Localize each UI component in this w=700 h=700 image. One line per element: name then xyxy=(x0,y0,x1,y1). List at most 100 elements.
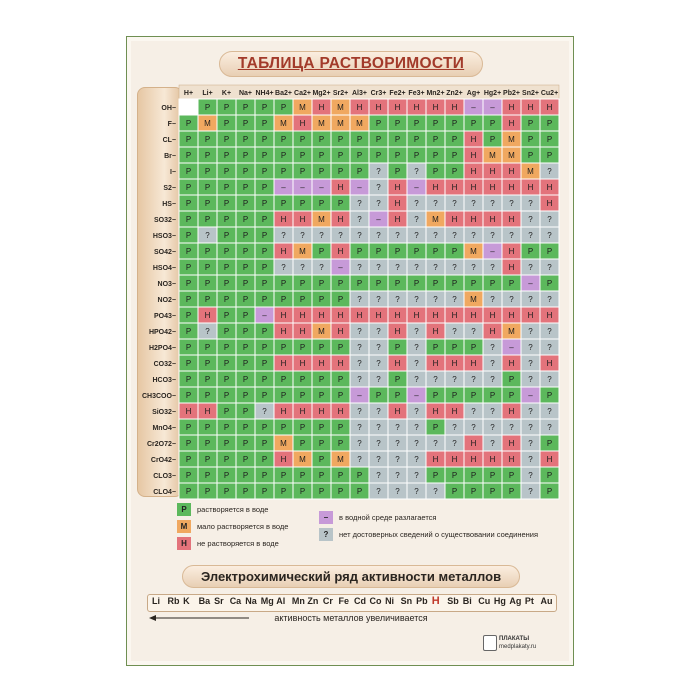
cell-value: Р xyxy=(452,343,457,352)
cell-value: Р xyxy=(300,423,305,432)
cell-value: Н xyxy=(433,359,439,368)
brand-site: medplakaty.ru xyxy=(499,644,537,650)
cell-value: Н xyxy=(338,183,344,192)
cell-value: Р xyxy=(186,167,191,176)
series-element: Au xyxy=(540,596,553,606)
anion-label: HPO42− xyxy=(149,329,176,336)
cell-value: ? xyxy=(357,263,362,272)
cell-value: ? xyxy=(357,327,362,336)
cell-value: ? xyxy=(528,487,533,496)
cell-value: Р xyxy=(471,391,476,400)
cell-value: ? xyxy=(452,327,457,336)
cell-value: ? xyxy=(490,343,495,352)
cell-value: Н xyxy=(509,359,515,368)
cell-value: М xyxy=(280,119,287,128)
cell-value: Н xyxy=(471,183,477,192)
anion-label: HCO3− xyxy=(152,377,176,384)
cation-label: Zn2+ xyxy=(446,90,463,97)
cell-value: Р xyxy=(471,119,476,128)
cell-value: – xyxy=(281,183,286,192)
cell-value: Р xyxy=(205,359,210,368)
cell-value: Р xyxy=(243,295,248,304)
cell-value: Р xyxy=(338,439,343,448)
cell-value: Р xyxy=(262,119,267,128)
cell-value: Р xyxy=(338,135,343,144)
cell-value: ? xyxy=(376,343,381,352)
cell-value: Р xyxy=(509,471,514,480)
cell-value: ? xyxy=(414,231,419,240)
cell-value: Р xyxy=(224,311,229,320)
series-title: Электрохимический ряд активности металло… xyxy=(181,565,521,588)
cell-value: ? xyxy=(471,407,476,416)
cell-value: ? xyxy=(528,455,533,464)
cell-value: Р xyxy=(528,151,533,160)
cell-value: Н xyxy=(300,215,306,224)
cell-value: Р xyxy=(338,279,343,288)
cell-value: ? xyxy=(357,295,362,304)
cell-value: Р xyxy=(376,135,381,144)
cell-value: Р xyxy=(395,343,400,352)
cation-label: Fe3+ xyxy=(408,90,424,97)
cell-value: ? xyxy=(414,487,419,496)
cell-value: Н xyxy=(471,359,477,368)
series-element: Pb xyxy=(416,596,428,606)
cell-value: Р xyxy=(205,343,210,352)
cell-value: Н xyxy=(281,327,287,336)
cell-value: Н xyxy=(471,151,477,160)
cell-value: Н xyxy=(300,359,306,368)
cell-value: Н xyxy=(509,311,515,320)
brand: ПЛАКАТЫ medplakaty.ru xyxy=(483,635,537,651)
series-element: Co xyxy=(369,596,382,606)
series-element: Sn xyxy=(400,596,413,606)
cell-value: ? xyxy=(376,407,381,416)
cell-value: Р xyxy=(205,103,210,112)
cell-value: М xyxy=(204,119,211,128)
cell-value: Р xyxy=(224,167,229,176)
series-element: Li xyxy=(152,596,160,606)
cell-value: Н xyxy=(471,135,477,144)
series-element: Ni xyxy=(385,596,395,606)
cell-value: Н xyxy=(509,263,515,272)
series-element: Fe xyxy=(338,596,349,606)
cell-value: Р xyxy=(224,359,229,368)
cell-value: Н xyxy=(205,407,211,416)
cell-value: Р xyxy=(357,279,362,288)
anion-label: S2− xyxy=(163,185,176,192)
cell-value: Р xyxy=(490,487,495,496)
cell-value: Н xyxy=(205,311,211,320)
anion-label: H2PO4− xyxy=(149,345,176,352)
cell-value: Р xyxy=(509,375,514,384)
cell-value: ? xyxy=(509,231,514,240)
cation-label: Al3+ xyxy=(352,90,367,97)
anion-label: CLO4− xyxy=(153,489,176,496)
cell-value: ? xyxy=(471,199,476,208)
cell-value: ? xyxy=(490,375,495,384)
cell-value: М xyxy=(299,103,306,112)
cell-value: ? xyxy=(509,423,514,432)
cell-value: Н xyxy=(395,199,401,208)
cell-value: Р xyxy=(243,487,248,496)
cell-value: Р xyxy=(224,183,229,192)
cell-value: Н xyxy=(471,215,477,224)
cell-value: Р xyxy=(300,471,305,480)
cell-value: ? xyxy=(471,375,476,384)
cell-value: Н xyxy=(357,311,363,320)
cell-value: Р xyxy=(262,247,267,256)
series-element: Ag xyxy=(509,596,522,606)
cell-value: Р xyxy=(281,423,286,432)
cell-value: Р xyxy=(186,199,191,208)
cell-value: Р xyxy=(490,135,495,144)
cell-value: Р xyxy=(205,439,210,448)
cell-value: Р xyxy=(186,135,191,144)
cell-value: Р xyxy=(414,279,419,288)
cell-value: ? xyxy=(376,359,381,368)
cation-label: Pb2+ xyxy=(503,90,520,97)
series-element: Cr xyxy=(322,596,333,606)
cell-value: Р xyxy=(471,343,476,352)
cell-value: М xyxy=(299,455,306,464)
cell-value: Р xyxy=(452,471,457,480)
cell-value: ? xyxy=(357,231,362,240)
cell-value: Н xyxy=(433,103,439,112)
anion-label: HSO4− xyxy=(153,265,176,272)
cell-value: Р xyxy=(262,471,267,480)
